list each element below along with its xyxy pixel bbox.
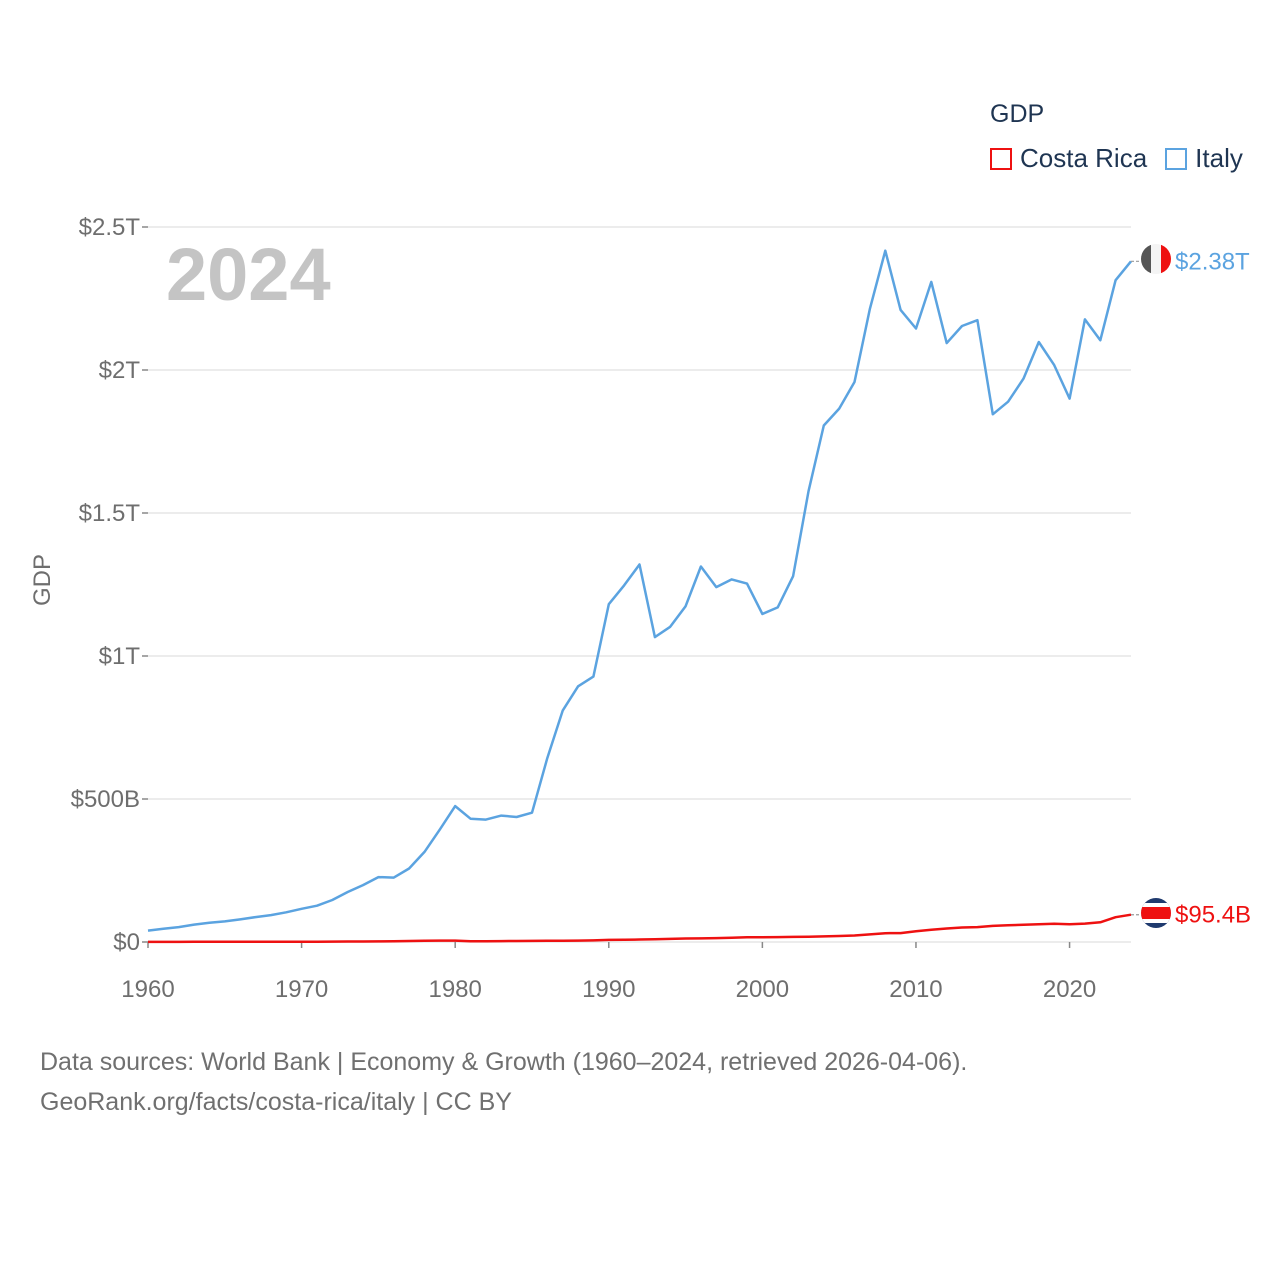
y-tick-label-1: $500B: [71, 786, 140, 813]
series-line-italy: [147, 249, 1132, 932]
y-tick-label-3: $1.5T: [79, 500, 141, 527]
legend-item-italy[interactable]: Italy: [1165, 143, 1243, 174]
series-end-labels: $2.38T $95.4B: [1131, 248, 1251, 929]
x-tick-label-2: 1980: [428, 976, 481, 1003]
legend-label-costa-rica: Costa Rica: [1020, 143, 1148, 173]
y-tick-label-4: $2T: [99, 357, 141, 384]
series-line-costa-rica: [148, 913, 1132, 944]
series-flags: [1141, 244, 1171, 928]
y-axis-label: GDP: [29, 554, 56, 606]
x-tick-label-6: 2020: [1043, 976, 1096, 1003]
end-label-costa-rica: $95.4B: [1175, 902, 1251, 929]
legend-title: GDP: [990, 100, 1045, 128]
legend-swatch-italy: [1165, 147, 1188, 170]
legend-item-costa-rica[interactable]: Costa Rica: [990, 143, 1147, 174]
y-tick-label-5: $2.5T: [79, 214, 141, 241]
x-tick-label-4: 2000: [736, 976, 789, 1003]
y-axis-ticks: $0 $500B $1T $1.5T $2T $2.5T: [71, 214, 148, 956]
year-watermark: 2024: [166, 233, 331, 316]
gridlines: [148, 226, 1131, 943]
x-tick-label-0: 1960: [121, 976, 174, 1003]
costa-rica-flag-icon: [1141, 898, 1171, 928]
x-tick-label-1: 1970: [275, 976, 328, 1003]
series-lines: [147, 249, 1132, 944]
end-label-italy: $2.38T: [1175, 248, 1250, 275]
source-line-1: Data sources: World Bank | Economy & Gro…: [40, 1048, 968, 1076]
legend: Costa Rica Italy: [990, 143, 1261, 174]
x-tick-label-3: 1990: [582, 976, 635, 1003]
source-note: Data sources: World Bank | Economy & Gro…: [40, 1042, 967, 1122]
x-axis-ticks: 1960 1970 1980 1990 2000 2010 2020: [121, 942, 1096, 1003]
y-tick-label-0: $0: [113, 929, 140, 956]
source-line-2[interactable]: GeoRank.org/facts/costa-rica/italy | CC …: [40, 1088, 512, 1116]
legend-swatch-costa-rica: [990, 147, 1012, 170]
x-tick-label-5: 2010: [889, 976, 942, 1003]
y-tick-label-2: $1T: [99, 643, 141, 670]
legend-label-italy: Italy: [1195, 143, 1243, 173]
italy-flag-icon: [1141, 244, 1171, 274]
